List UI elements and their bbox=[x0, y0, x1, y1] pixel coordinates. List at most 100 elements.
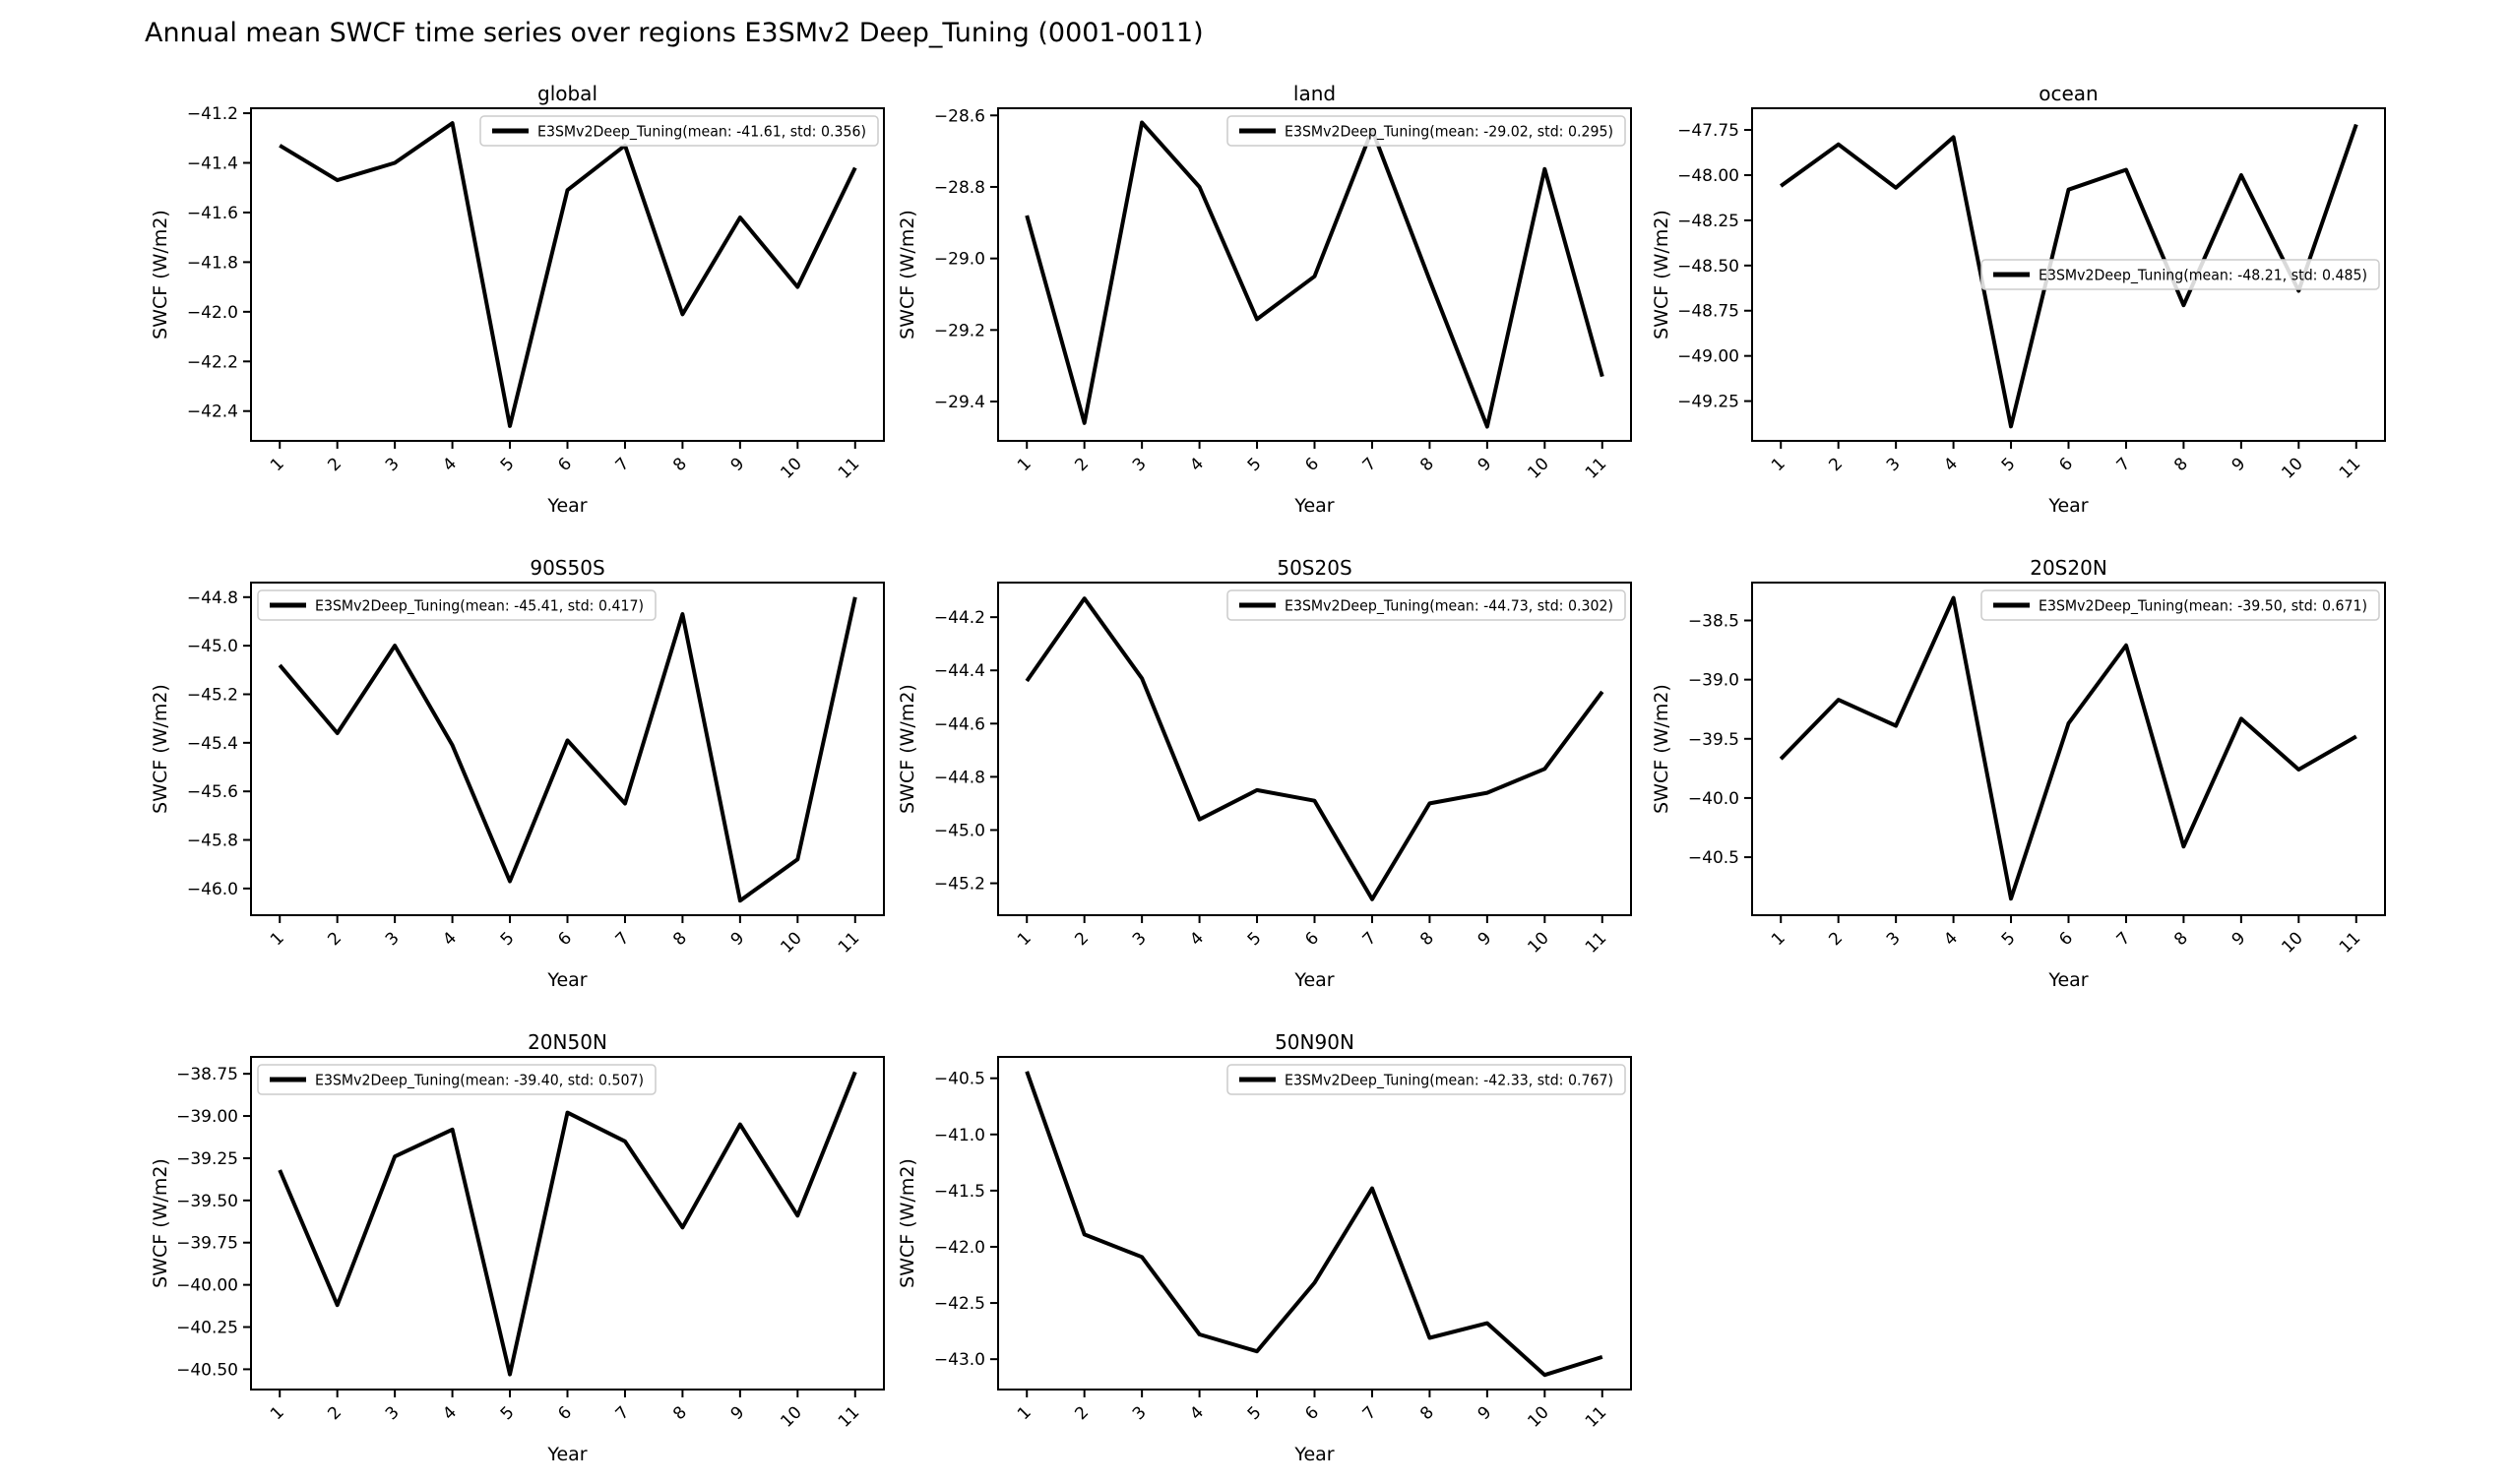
legend-box bbox=[1226, 115, 1626, 147]
y-tick-label: −29.4 bbox=[934, 393, 985, 412]
chart-title: 50N90N bbox=[1275, 1032, 1354, 1054]
y-tick-label: −42.0 bbox=[934, 1238, 985, 1258]
series-line bbox=[1025, 596, 1604, 901]
legend: E3SMv2Deep_Tuning(mean: -48.21, std: 0.4… bbox=[1980, 259, 2380, 290]
x-tick-label: 9 bbox=[727, 928, 749, 950]
y-tick-label: −39.25 bbox=[176, 1149, 238, 1169]
x-tick-label: 9 bbox=[727, 1402, 749, 1424]
y-axis-label: SWCF (W/m2) bbox=[150, 1158, 171, 1288]
legend-box bbox=[1226, 589, 1626, 621]
x-tick-label: 9 bbox=[2228, 928, 2250, 950]
chart-title: 50S20S bbox=[1277, 558, 1351, 580]
legend-box bbox=[257, 589, 657, 621]
plot-frame bbox=[997, 1056, 1632, 1391]
x-tick-label: 3 bbox=[382, 454, 404, 475]
x-tick-label: 11 bbox=[835, 1402, 863, 1431]
y-tick-label: −40.25 bbox=[176, 1319, 238, 1338]
x-tick-label: 5 bbox=[497, 928, 519, 950]
x-tick-label: 2 bbox=[1071, 1402, 1093, 1424]
x-tick-label: 1 bbox=[267, 1402, 288, 1424]
x-tick-label: 4 bbox=[439, 928, 461, 950]
x-tick-label: 1 bbox=[1014, 454, 1035, 475]
plot-frame bbox=[1751, 582, 2386, 916]
series-line bbox=[1779, 595, 2357, 901]
y-tick-label: −42.5 bbox=[934, 1294, 985, 1314]
legend-label: E3SMv2Deep_Tuning(mean: -29.02, std: 0.2… bbox=[1285, 123, 1613, 142]
x-tick-label: 5 bbox=[497, 1402, 519, 1424]
x-tick-label: 9 bbox=[1475, 454, 1496, 475]
y-tick-label: −40.5 bbox=[1688, 848, 1739, 868]
y-tick-label: −39.00 bbox=[176, 1107, 238, 1127]
legend-box bbox=[1980, 259, 2380, 290]
y-tick-label: −39.0 bbox=[1688, 671, 1739, 691]
x-tick-label: 7 bbox=[1359, 928, 1381, 950]
y-tick-label: −43.0 bbox=[934, 1350, 985, 1370]
chart-title: land bbox=[1293, 84, 1336, 105]
legend: E3SMv2Deep_Tuning(mean: -42.33, std: 0.7… bbox=[1226, 1064, 1626, 1095]
x-tick-label: 11 bbox=[835, 454, 863, 482]
x-tick-label: 4 bbox=[439, 454, 461, 475]
x-tick-label: 2 bbox=[324, 454, 345, 475]
chart-svg-land: land −28.6 −28.8 −29.0 −29.2 −29.4 1 2 3 4 5 6 7 8 9 10… bbox=[897, 82, 1632, 517]
subplot-50S20S: 50S20S −44.2 −44.4 −44.6 −44.8 −45.0 −45.2 1 2 3 4… bbox=[890, 556, 1667, 1006]
legend: E3SMv2Deep_Tuning(mean: -39.50, std: 0.6… bbox=[1980, 589, 2380, 621]
x-tick-label: 8 bbox=[2170, 454, 2192, 475]
x-tick-label: 6 bbox=[554, 928, 576, 950]
x-tick-label: 7 bbox=[612, 454, 634, 475]
x-tick-label: 5 bbox=[1998, 928, 2020, 950]
legend-label: E3SMv2Deep_Tuning(mean: -42.33, std: 0.7… bbox=[1285, 1072, 1613, 1090]
x-tick-label: 3 bbox=[1129, 454, 1151, 475]
x-tick-label: 9 bbox=[1475, 928, 1496, 950]
x-tick-label: 6 bbox=[554, 1402, 576, 1424]
y-tick-label: −45.0 bbox=[187, 637, 238, 656]
legend: E3SMv2Deep_Tuning(mean: -45.41, std: 0.4… bbox=[257, 589, 657, 621]
x-tick-label: 1 bbox=[1768, 454, 1789, 475]
legend: E3SMv2Deep_Tuning(mean: -29.02, std: 0.2… bbox=[1226, 115, 1626, 147]
subplot-land: land −28.6 −28.8 −29.0 −29.2 −29.4 1 2 3 4 5 6 7 8 9 10… bbox=[890, 82, 1667, 531]
x-tick-label: 3 bbox=[382, 1402, 404, 1424]
y-tick-label: −28.6 bbox=[934, 106, 985, 126]
chart-title: 90S50S bbox=[530, 558, 604, 580]
x-tick-label: 8 bbox=[669, 1402, 691, 1424]
y-tick-label: −39.50 bbox=[176, 1192, 238, 1211]
x-axis-label: Year bbox=[546, 1444, 587, 1465]
y-axis-label: SWCF (W/m2) bbox=[1651, 684, 1672, 814]
chart-svg-90S50S: 90S50S −44.8 −45.0 −45.2 −45.4 −45.6 −45.8 −46.… bbox=[150, 556, 885, 991]
y-tick-label: −44.4 bbox=[934, 661, 985, 681]
chart-svg-global: global −41.2 −41.4 −41.6 −41.8 −42.0 −42.2 −42.… bbox=[150, 82, 885, 517]
x-tick-label: 5 bbox=[1998, 454, 2020, 475]
y-tick-label: −44.6 bbox=[934, 714, 985, 734]
y-tick-label: −42.2 bbox=[187, 352, 238, 372]
x-tick-label: 2 bbox=[1825, 928, 1847, 950]
y-axis-label: SWCF (W/m2) bbox=[897, 210, 918, 340]
y-axis-label: SWCF (W/m2) bbox=[897, 684, 918, 814]
y-tick-label: −41.6 bbox=[187, 204, 238, 223]
x-tick-label: 4 bbox=[1186, 928, 1208, 950]
x-tick-label: 8 bbox=[1416, 928, 1438, 950]
x-tick-label: 5 bbox=[1244, 1402, 1266, 1424]
legend-box bbox=[1226, 1064, 1626, 1095]
subplot-50N90N: 50N90N −40.5 −41.0 −41.5 −42.0 −42.5 −43.0 1 2 3 4… bbox=[890, 1030, 1667, 1480]
x-tick-label: 3 bbox=[1883, 928, 1905, 950]
x-tick-label: 8 bbox=[1416, 454, 1438, 475]
page-title: Annual mean SWCF time series over region… bbox=[145, 18, 1204, 48]
y-tick-label: −42.0 bbox=[187, 303, 238, 323]
y-tick-label: −42.4 bbox=[187, 402, 238, 422]
x-tick-label: 10 bbox=[2278, 928, 2306, 957]
y-tick-label: −45.4 bbox=[187, 734, 238, 754]
x-tick-label: 1 bbox=[267, 454, 288, 475]
chart-title: 20S20N bbox=[2030, 558, 2107, 580]
series-line bbox=[278, 596, 857, 903]
x-axis-label: Year bbox=[2047, 495, 2088, 517]
legend-label: E3SMv2Deep_Tuning(mean: -39.50, std: 0.6… bbox=[2039, 597, 2367, 616]
y-tick-label: −41.5 bbox=[934, 1182, 985, 1202]
y-axis-label: SWCF (W/m2) bbox=[150, 210, 171, 340]
x-tick-label: 3 bbox=[1129, 1402, 1151, 1424]
y-tick-label: −48.25 bbox=[1677, 212, 1739, 231]
x-tick-label: 10 bbox=[1524, 454, 1552, 482]
chart-title: global bbox=[537, 84, 597, 105]
y-tick-label: −29.0 bbox=[934, 250, 985, 270]
x-tick-label: 3 bbox=[1129, 928, 1151, 950]
plot-frame bbox=[250, 1056, 885, 1391]
y-tick-label: −45.6 bbox=[187, 782, 238, 802]
